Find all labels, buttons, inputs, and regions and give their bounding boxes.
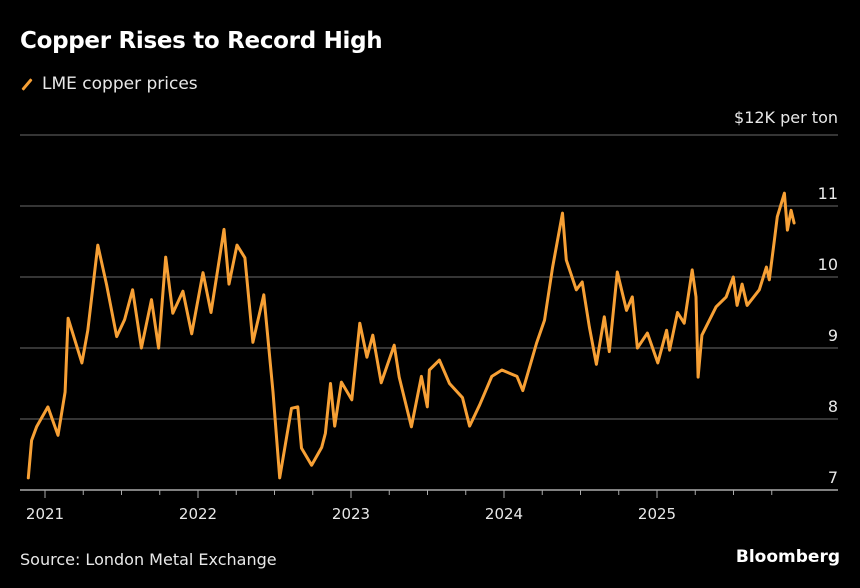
x-tick-label: 2024	[485, 505, 523, 523]
y-tick-label: 7	[828, 468, 838, 487]
x-tick-label: 2022	[179, 505, 217, 523]
legend-label: LME copper prices	[42, 74, 198, 94]
y-tick-label: 8	[828, 397, 838, 416]
y-tick-label: 10	[818, 255, 838, 274]
bloomberg-logo: Bloomberg	[735, 547, 840, 567]
y-axis-unit-label: $12K per ton	[734, 108, 838, 127]
legend: LME copper prices	[20, 74, 198, 94]
x-tick-label: 2025	[638, 505, 676, 523]
chart-title: Copper Rises to Record High	[20, 28, 383, 54]
y-tick-label: 11	[818, 184, 838, 203]
x-tick-label: 2021	[26, 505, 64, 523]
source-note: Source: London Metal Exchange	[20, 550, 277, 569]
series-line-lme-copper	[26, 191, 796, 480]
x-tick-label: 2023	[332, 505, 370, 523]
y-tick-label: 9	[828, 326, 838, 345]
